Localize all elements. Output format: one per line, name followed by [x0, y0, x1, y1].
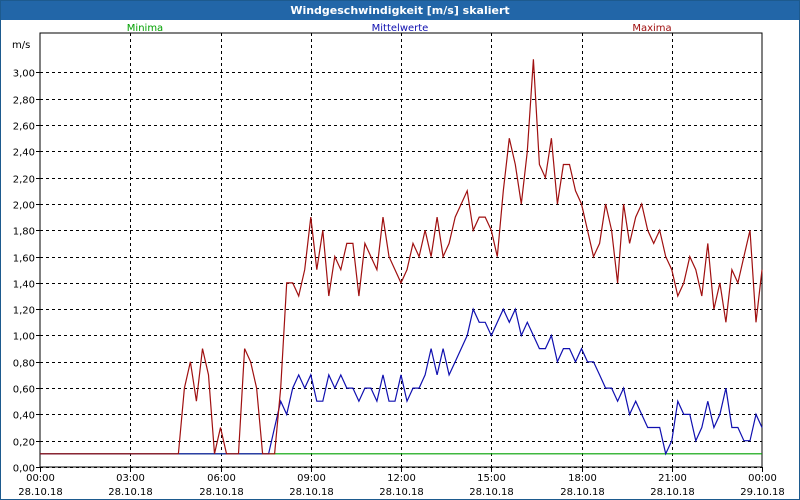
x-tick-time: 15:00	[477, 473, 506, 484]
x-tick-date: 28.10.18	[289, 487, 334, 498]
grid	[40, 33, 762, 468]
x-tick-time: 18:00	[568, 473, 597, 484]
y-tick-label: 0,60	[13, 385, 35, 396]
legend-mittelwerte: Mittelwerte	[372, 23, 429, 34]
x-tick-date: 28.10.18	[108, 487, 153, 498]
y-tick-label: 0,00	[13, 464, 35, 475]
x-tick-time: 00:00	[748, 473, 777, 484]
x-tick-time: 09:00	[297, 473, 326, 484]
y-tick-label: 1,40	[13, 280, 35, 291]
legend: Minima Mittelwerte Maxima	[127, 23, 672, 34]
series-line-maxima	[40, 59, 763, 455]
y-tick-label: 2,20	[13, 175, 35, 186]
y-tick-label: 3,00	[13, 69, 35, 80]
axes	[36, 32, 763, 472]
chart-title: Windgeschwindigkeit [m/s] skaliert	[1, 1, 799, 20]
x-tick-time: 06:00	[207, 473, 236, 484]
x-tick-date: 28.10.18	[469, 487, 514, 498]
x-tick-time: 00:00	[26, 473, 55, 484]
y-tick-label: 2,00	[13, 201, 35, 212]
legend-minima: Minima	[127, 23, 163, 34]
y-tick-label: 0,40	[13, 411, 35, 422]
y-tick-labels: 0,00 0,20 0,40 0,60 0,80 1,00 1,20 1,40 1,60 1,80…	[13, 69, 35, 475]
x-tick-date: 28.10.18	[199, 487, 244, 498]
y-tick-label: 2,80	[13, 96, 35, 107]
x-tick-date: 29.10.18	[740, 487, 785, 498]
y-axis-label: m/s	[12, 40, 30, 51]
x-tick-date: 28.10.18	[650, 487, 695, 498]
y-tick-label: 2,60	[13, 122, 35, 133]
x-tick-time: 03:00	[116, 473, 145, 484]
y-tick-label: 1,60	[13, 254, 35, 265]
y-tick-label: 1,80	[13, 227, 35, 238]
x-tick-date: 28.10.18	[560, 487, 605, 498]
y-tick-label: 1,20	[13, 306, 35, 317]
x-tick-date: 28.10.18	[18, 487, 63, 498]
x-tick-time: 12:00	[387, 473, 416, 484]
x-tick-labels: 00:00 28.10.18 03:00 28.10.18 06:00 28.10.18 0…	[18, 473, 785, 498]
series-lines	[40, 59, 763, 456]
x-tick-date: 28.10.18	[379, 487, 424, 498]
x-tick-time: 21:00	[658, 473, 687, 484]
y-tick-label: 1,00	[13, 332, 35, 343]
legend-maxima: Maxima	[632, 23, 671, 34]
y-tick-label: 0,20	[13, 438, 35, 449]
y-tick-label: 0,80	[13, 359, 35, 370]
series-line-mittelwerte	[40, 307, 763, 456]
y-tick-label: 2,40	[13, 148, 35, 159]
